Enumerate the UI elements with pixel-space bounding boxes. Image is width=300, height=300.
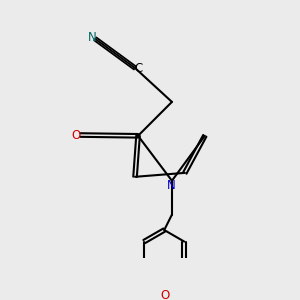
Text: N: N bbox=[88, 31, 97, 44]
Text: N: N bbox=[167, 179, 176, 192]
Text: C: C bbox=[134, 62, 142, 75]
Text: O: O bbox=[71, 128, 80, 142]
Text: O: O bbox=[160, 290, 170, 300]
